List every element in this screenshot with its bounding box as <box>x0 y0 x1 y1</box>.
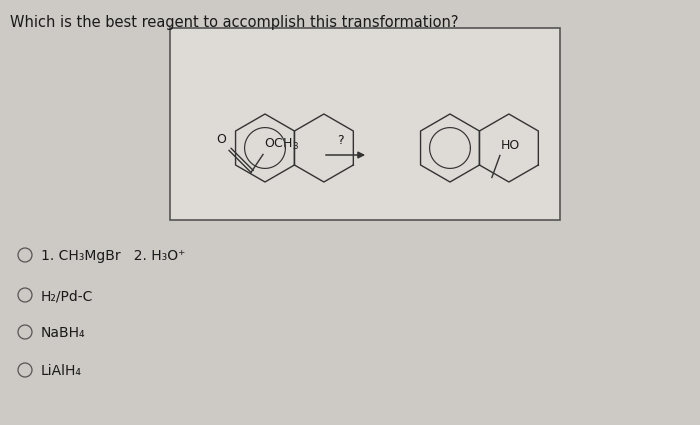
Text: O: O <box>216 133 226 147</box>
Polygon shape <box>236 114 295 182</box>
Circle shape <box>18 288 32 302</box>
Text: HO: HO <box>501 139 520 153</box>
Text: Which is the best reagent to accomplish this transformation?: Which is the best reagent to accomplish … <box>10 15 458 30</box>
Text: NaBH₄: NaBH₄ <box>41 326 85 340</box>
Polygon shape <box>480 114 538 182</box>
Text: H₂/Pd-C: H₂/Pd-C <box>41 289 93 303</box>
Bar <box>170 28 560 220</box>
Circle shape <box>18 248 32 262</box>
Circle shape <box>18 325 32 339</box>
Text: 1. CH₃MgBr   2. H₃O⁺: 1. CH₃MgBr 2. H₃O⁺ <box>41 249 186 263</box>
Text: LiAlH₄: LiAlH₄ <box>41 364 82 378</box>
Text: ?: ? <box>337 134 344 147</box>
Polygon shape <box>421 114 480 182</box>
Text: OCH$_3$: OCH$_3$ <box>264 137 299 153</box>
Polygon shape <box>295 114 354 182</box>
Circle shape <box>18 363 32 377</box>
